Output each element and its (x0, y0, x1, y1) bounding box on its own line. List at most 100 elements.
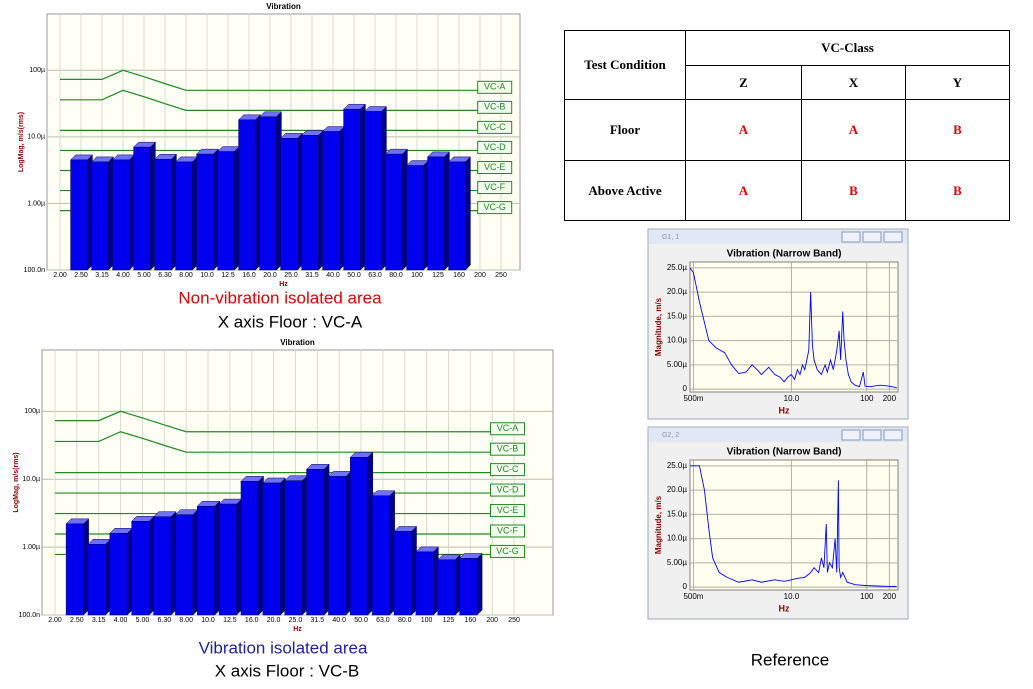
y-tick-label: 25.0µ (667, 461, 688, 470)
x-tick-label: 200 (486, 617, 498, 624)
y-tick-label: 10.0µ (667, 534, 688, 543)
legend-label: VC-A (484, 82, 506, 92)
header-cell: Z (685, 65, 802, 100)
x-tick-label: 500m (683, 592, 703, 601)
data-line (689, 267, 897, 389)
x-tick-label: 2.50 (70, 617, 84, 624)
bar-side (476, 552, 483, 616)
x-tick-label: 20.0 (267, 617, 281, 624)
x-tick-label: 50.0 (347, 272, 361, 279)
x-tick-label: 3.15 (95, 272, 109, 279)
x-tick-label: 16.0 (245, 617, 259, 624)
y-tick-label: 100µ (29, 67, 45, 74)
cell: A (685, 99, 802, 161)
bar (427, 156, 445, 271)
x-tick-label: 200 (883, 394, 897, 403)
chart-title: Vibration (Narrow Band) (727, 447, 842, 458)
bar (259, 116, 277, 271)
x-axis-label: Hz (293, 626, 302, 633)
x-tick-label: 100 (411, 272, 423, 279)
bar (306, 469, 325, 616)
bar (284, 480, 303, 616)
y-axis-label: Magnitude, m/s (654, 297, 663, 356)
legend-box (477, 181, 513, 195)
x-tick-label: 250 (495, 272, 507, 279)
x-tick-label: 5.00 (136, 617, 150, 624)
y-tick-label: 15.0µ (667, 311, 688, 320)
x-tick-label: 2.00 (48, 617, 62, 624)
bar (343, 108, 361, 271)
x-tick-label: 100 (860, 592, 874, 601)
legend-label: VC-G (483, 202, 506, 212)
x-tick-label: 100 (860, 394, 874, 403)
legend-label: VC-F (497, 525, 518, 535)
cell: A (801, 99, 906, 161)
window-button (883, 429, 903, 441)
plot-area (689, 459, 899, 591)
x-tick-label: 12.5 (221, 272, 235, 279)
chart-title: Vibration (280, 338, 315, 347)
x-tick-label: 50.0 (354, 617, 368, 624)
bar (112, 159, 130, 271)
bar (240, 481, 259, 616)
chart-title: Vibration (266, 2, 301, 11)
bar (238, 119, 256, 271)
legend-label: VC-C (497, 464, 519, 474)
bar (437, 559, 456, 616)
bar (153, 516, 172, 616)
header-cell: Test Condition (564, 30, 686, 100)
window-button (841, 231, 861, 243)
x-tick-label: 25.0 (284, 272, 298, 279)
chart-title: Vibration (Narrow Band) (727, 249, 842, 260)
y-tick-label: 100.0n (24, 267, 46, 274)
window-button (862, 429, 882, 441)
legend-box (490, 524, 526, 538)
reference-line (55, 431, 515, 453)
data-line (690, 465, 897, 588)
bar (328, 476, 347, 616)
cell: B (905, 160, 1010, 221)
x-tick-label: 5.00 (137, 272, 151, 279)
plot-area (689, 261, 899, 393)
legend-label: VC-G (496, 546, 519, 556)
x-tick-label: 160 (464, 617, 476, 624)
y-tick-label: 10.0µ (22, 476, 40, 483)
vc-table: Test Condition VC-Class Z X Y Floor A A … (564, 30, 1010, 221)
legend-box (477, 140, 513, 154)
y-tick-label: 0 (683, 582, 688, 591)
x-axis-label: Hz (279, 281, 288, 288)
bar (65, 523, 84, 616)
x-tick-label: 10.0 (200, 272, 214, 279)
row-label: Floor (564, 99, 686, 161)
bar (131, 521, 150, 616)
legend-box (477, 161, 513, 175)
bar (109, 532, 128, 616)
x-tick-label: 100 (421, 617, 433, 624)
x-tick-label: 40.0 (326, 272, 340, 279)
x-tick-label: 2.50 (74, 272, 88, 279)
bar (175, 514, 194, 616)
bar (175, 161, 193, 271)
bar (197, 505, 216, 616)
bar (70, 159, 88, 271)
bar (133, 146, 151, 271)
window-title: G2, 2 (662, 432, 679, 439)
bar (385, 153, 403, 271)
cell: A (685, 160, 802, 221)
legend-box (490, 504, 526, 518)
caption: Non-vibration isolated area (178, 288, 382, 307)
y-axis-label: LogMag, m/s(rms) (18, 112, 25, 172)
y-tick-label: 10.0µ (27, 134, 45, 141)
x-tick-label: 4.00 (116, 272, 130, 279)
bar (87, 544, 106, 616)
bar (459, 558, 478, 616)
legend-box (490, 544, 526, 558)
legend-label: VC-C (484, 122, 506, 132)
bar (154, 159, 172, 271)
x-tick-label: 25.0 (289, 617, 303, 624)
cell: B (905, 99, 1010, 161)
reference-line (60, 69, 501, 91)
x-tick-label: 250 (508, 617, 520, 624)
header-cell: X (801, 65, 906, 100)
